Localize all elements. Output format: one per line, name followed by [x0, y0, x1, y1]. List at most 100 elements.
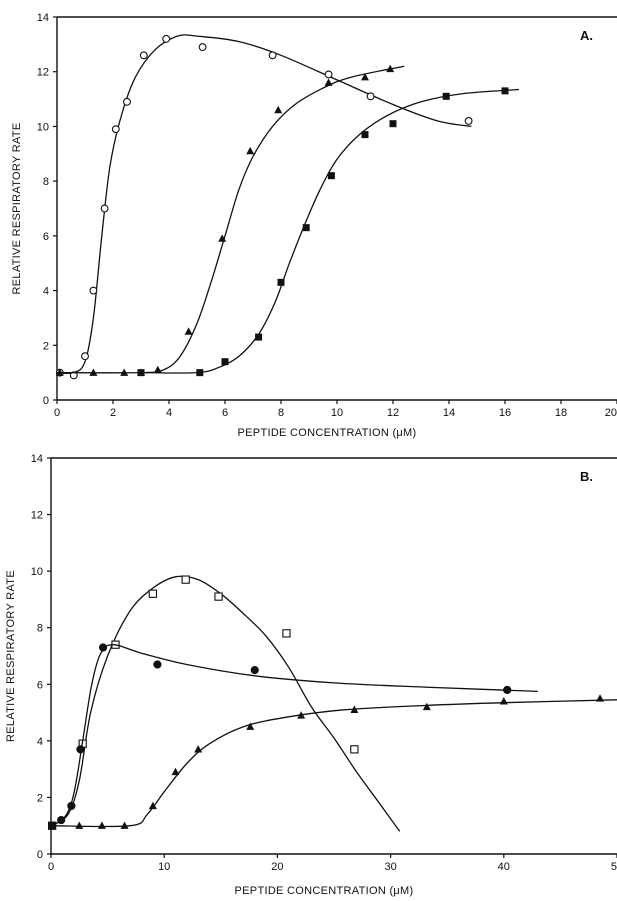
- panel-a-x-tick-label: 2: [110, 407, 116, 419]
- panel-b-x-axis-title: PEPTIDE CONCENTRATION (μM): [235, 885, 414, 897]
- panel-a-series-2-point: [55, 368, 64, 376]
- panel-b-series-1-point: [214, 592, 223, 601]
- panel-a-series-3-point: [501, 87, 509, 95]
- panel-a-series-3-point: [302, 224, 310, 232]
- panel-a-series-3-point: [255, 333, 263, 341]
- panel-a-series-3-point: [389, 120, 397, 128]
- panel-a-x-axis-title: PEPTIDE CONCENTRATION (μM): [238, 427, 417, 439]
- panel-a-y-tick-label: 14: [37, 12, 49, 24]
- panel-a-x-tick-label: 18: [555, 407, 567, 419]
- panel-b-x-tick-label: 5: [611, 861, 617, 873]
- panel-b-label: B.: [580, 469, 593, 484]
- panel-b-series-3-point: [246, 722, 255, 730]
- panel-a-series-1-point: [162, 34, 171, 43]
- panel-a-x-tick-label: 20: [605, 407, 617, 419]
- panel-a-series-1-point: [268, 51, 277, 60]
- panel-b-y-tick-label: 4: [37, 736, 43, 748]
- panel-b-series-3-point: [97, 821, 106, 829]
- panel-a-series-2-point: [386, 64, 395, 73]
- panel-a-series-1-point: [324, 70, 333, 79]
- panel-b-series-2-point: [98, 643, 108, 652]
- panel-a-y-tick-label: 10: [37, 121, 49, 133]
- panel-a-series-2: [55, 64, 405, 376]
- panel-b-x-tick-label: 20: [271, 861, 283, 873]
- panel-a-series-1-curve: [57, 34, 472, 375]
- panel-a-y-tick-label: 2: [43, 340, 49, 352]
- panel-a-x-tick-label: 12: [387, 407, 399, 419]
- panel-a-series-3-point: [327, 172, 335, 180]
- panel-a-series-1-point: [100, 204, 109, 213]
- panel-b-series-1-point: [148, 589, 158, 598]
- panel-b-series-2-point: [503, 685, 512, 695]
- panel-b-series-3-point: [48, 821, 57, 829]
- panel-a-series-1-point: [139, 51, 148, 60]
- panel-b-series-3-point: [75, 821, 84, 829]
- panel-a-series-2-point: [89, 368, 98, 376]
- panel-b-series-3-point: [194, 745, 203, 753]
- panel-a-series-3-point: [196, 369, 204, 377]
- panel-a-series-2-point: [246, 146, 255, 155]
- panel-a-series-1-point: [69, 371, 78, 380]
- panel-b-series-1-point: [350, 745, 359, 754]
- panel-a-y-tick-label: 0: [43, 395, 49, 407]
- panel-a-label: A.: [580, 28, 593, 43]
- panel-b-series-3-point: [148, 801, 157, 810]
- panel-b-series-2-point: [250, 666, 259, 675]
- panel-a-series-3-point: [221, 358, 229, 366]
- panel-b: B. PEPTIDE CONCENTRATION (μM) RELATIVE R…: [5, 453, 617, 897]
- panel-a-series-1-point: [366, 92, 375, 101]
- panel-b-y-tick-label: 10: [31, 566, 43, 578]
- panel-a-y-tick-label: 8: [43, 176, 49, 188]
- panel-a: A. PEPTIDE CONCENTRATION (μM) RELATIVE R…: [11, 12, 617, 439]
- panel-a-series-1-point: [81, 352, 89, 361]
- panel-a-series-2-point: [153, 365, 162, 374]
- panel-a-series-1: [55, 34, 473, 380]
- panel-b-x-tick-label: 10: [158, 861, 170, 873]
- panel-b-series-2-curve: [51, 644, 538, 827]
- panel-b-x-tick-label: 0: [48, 861, 54, 873]
- panel-a-series-2-point: [120, 368, 129, 376]
- panel-a-x-tick-label: 10: [331, 407, 343, 419]
- panel-a-series-2-curve: [57, 65, 405, 374]
- panel-b-series-1-point: [181, 575, 190, 584]
- panel-a-y-tick-label: 12: [37, 67, 49, 79]
- panel-a-series-1-point: [123, 97, 131, 106]
- panel-b-series-1-curve: [51, 575, 401, 832]
- panel-b-series-3-point: [120, 821, 129, 829]
- panel-b-series-3-curve: [51, 699, 617, 828]
- panel-a-series-2-point: [361, 72, 369, 81]
- panel-b-series-1: [47, 575, 401, 832]
- panel-a-x-tick-label: 8: [278, 407, 284, 419]
- panel-b-y-tick-label: 14: [31, 453, 43, 465]
- panel-a-y-axis-title: RELATIVE RESPIRATORY RATE: [11, 123, 23, 295]
- panel-a-x-tick-label: 0: [54, 407, 60, 419]
- panel-b-series-3-point: [422, 702, 431, 711]
- panel-b-series-2-point: [57, 815, 66, 825]
- panel-a-x-tick-label: 14: [443, 407, 455, 419]
- panel-b-series-1-point: [282, 629, 291, 638]
- panel-b-series-3-point: [297, 711, 306, 719]
- panel-a-x-tick-label: 16: [499, 407, 511, 419]
- panel-b-series-3-point: [499, 697, 508, 705]
- panel-b-y-tick-label: 0: [37, 849, 43, 861]
- panel-b-series-3-point: [171, 767, 180, 776]
- panel-a-series-2-point: [274, 105, 283, 114]
- panel-b-y-tick-label: 6: [37, 679, 43, 691]
- panel-b-series-2-point: [153, 660, 162, 669]
- panel-a-series-3: [137, 87, 520, 377]
- panel-b-x-tick-label: 40: [498, 861, 510, 873]
- panel-b-series-3: [48, 694, 617, 829]
- panel-b-series-2: [48, 643, 538, 830]
- panel-b-y-tick-label: 12: [31, 510, 43, 522]
- panel-a-series-3-curve: [140, 88, 520, 374]
- panel-a-series-3-point: [277, 278, 285, 286]
- panel-b-series-3-point: [350, 705, 359, 713]
- panel-a-y-tick-label: 4: [43, 286, 49, 298]
- panel-a-series-2-point: [184, 327, 193, 335]
- panel-b-y-tick-label: 8: [37, 623, 43, 635]
- panel-a-series-1-point: [464, 117, 473, 125]
- panel-a-series-1-point: [198, 43, 207, 52]
- panel-a-series-1-point: [111, 125, 120, 134]
- panel-b-series-2-point: [67, 801, 76, 811]
- panel-a-series-2-point: [218, 234, 227, 242]
